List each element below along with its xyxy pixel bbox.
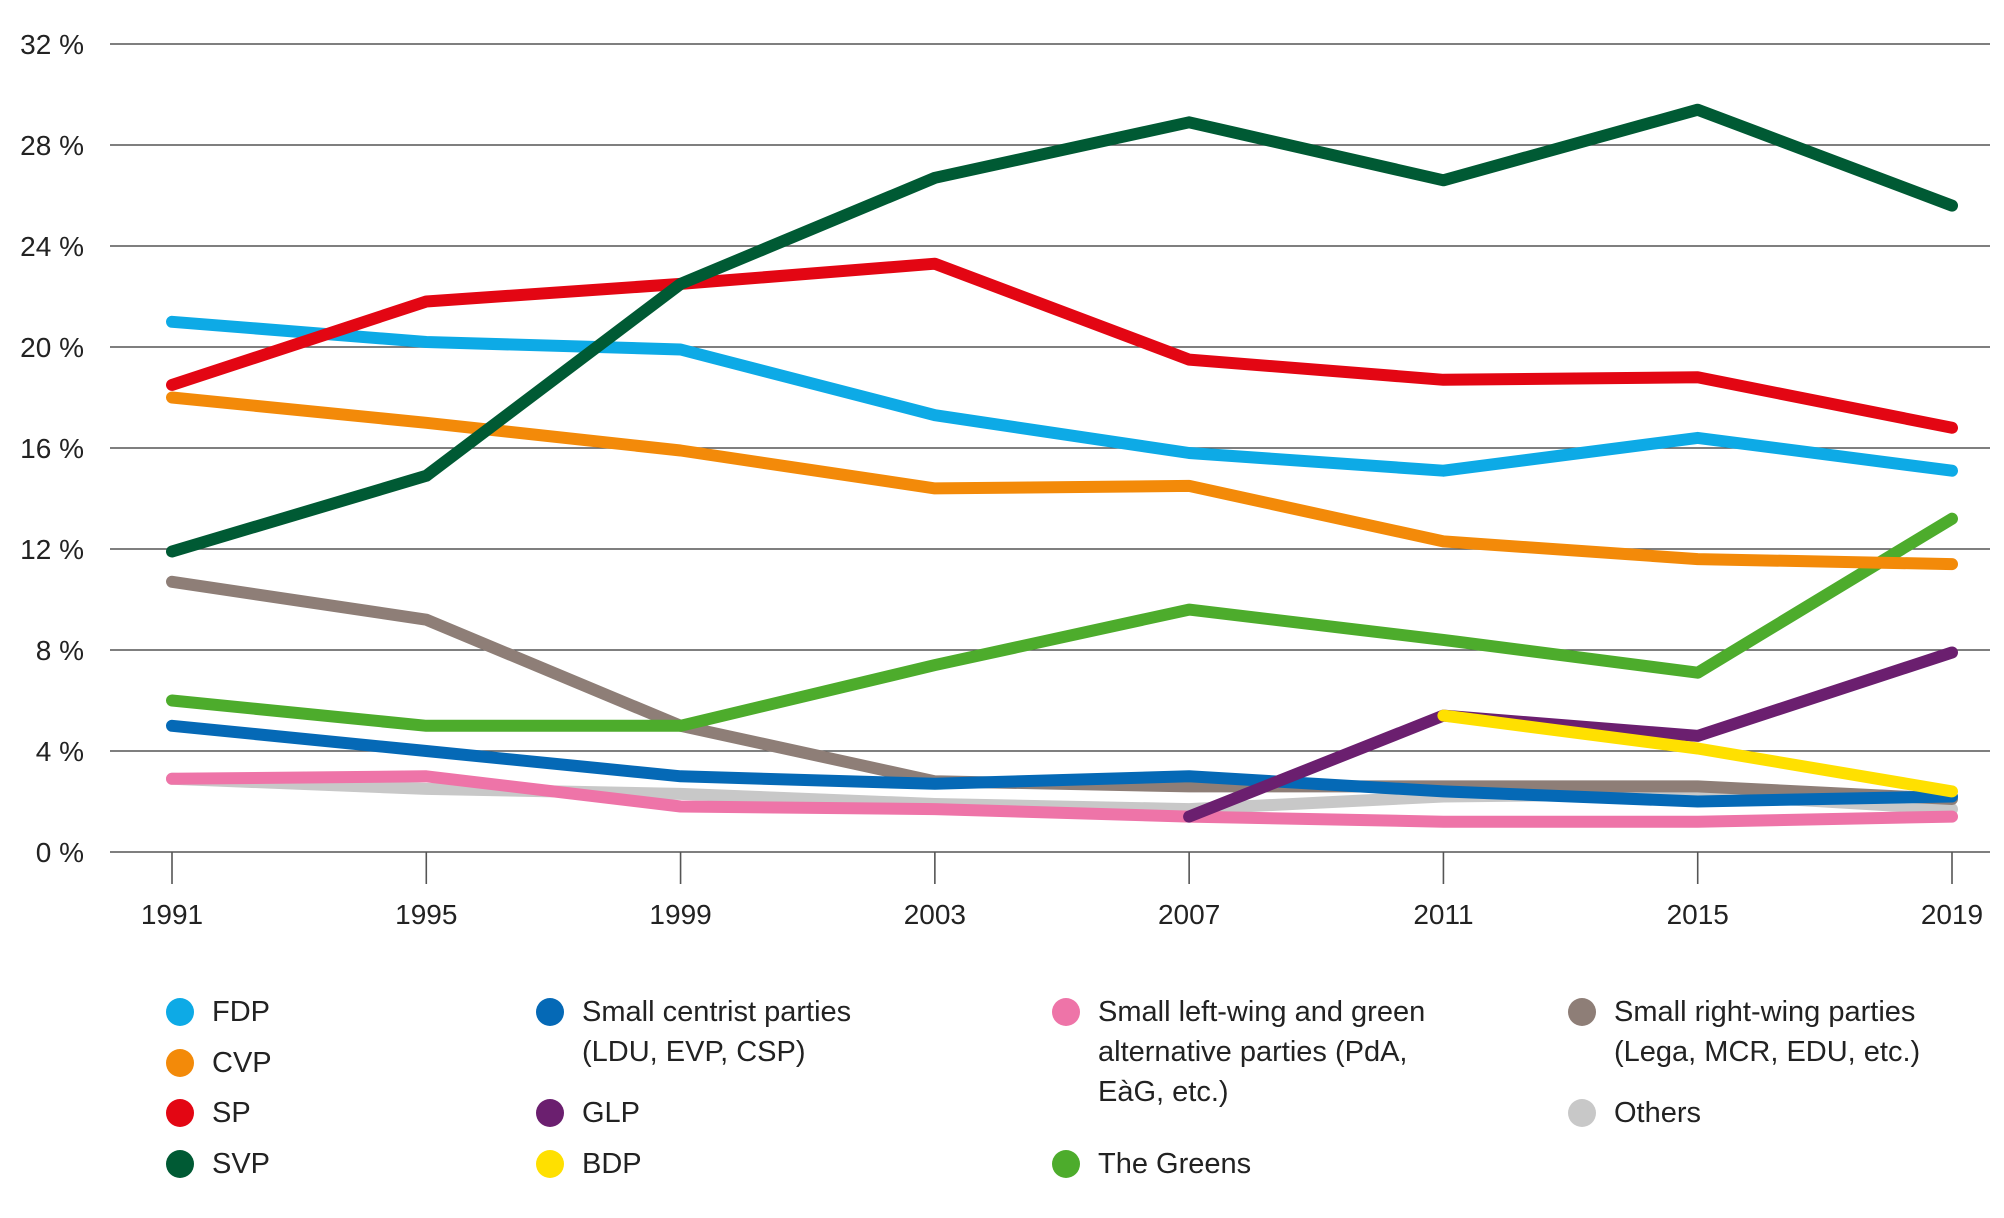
series-lines [166,103,1958,828]
y-tick-label: 8 % [36,635,84,666]
x-tick-label: 2003 [904,899,966,930]
series-line-sp [166,257,1958,434]
x-axis [171,852,1953,884]
x-tick-label: 2007 [1158,899,1220,930]
y-tick-label: 20 % [20,332,84,363]
series-line-cvp [166,391,1958,571]
y-tick-label: 4 % [36,736,84,767]
series-line-small-right-wing-parties-lega-mcr-edu-et [166,575,1958,805]
series-line-the-greens [166,512,1958,732]
y-tick-label: 0 % [36,837,84,868]
y-tick-labels: 0 % 4 % 8 % 12 % 16 % 20 % 24 % 28 % 32 % [20,29,84,868]
x-tick-label: 2011 [1413,899,1473,930]
series-line-small-left-wing-and-green-alternative-pa [166,770,1958,828]
series-line-glp [1183,646,1958,823]
series-line-svp [166,103,1958,558]
x-tick-label: 1999 [649,899,711,930]
x-tick-labels: 1991 1995 1999 2003 2007 2011 2015 2019 [141,899,1983,930]
x-tick-label: 1995 [395,899,457,930]
y-tick-label: 12 % [20,534,84,565]
x-tick-label: 2015 [1667,899,1729,930]
series-line-bdp [1437,709,1958,798]
y-tick-label: 28 % [20,130,84,161]
series-line-small-centrist-parties-ldu-evp-csp [166,719,1958,808]
x-tick-label: 2019 [1921,899,1983,930]
y-tick-label: 16 % [20,433,84,464]
y-tick-label: 32 % [20,29,84,60]
y-tick-label: 24 % [20,231,84,262]
x-tick-label: 1991 [141,899,203,930]
series-line-fdp [166,315,1958,477]
